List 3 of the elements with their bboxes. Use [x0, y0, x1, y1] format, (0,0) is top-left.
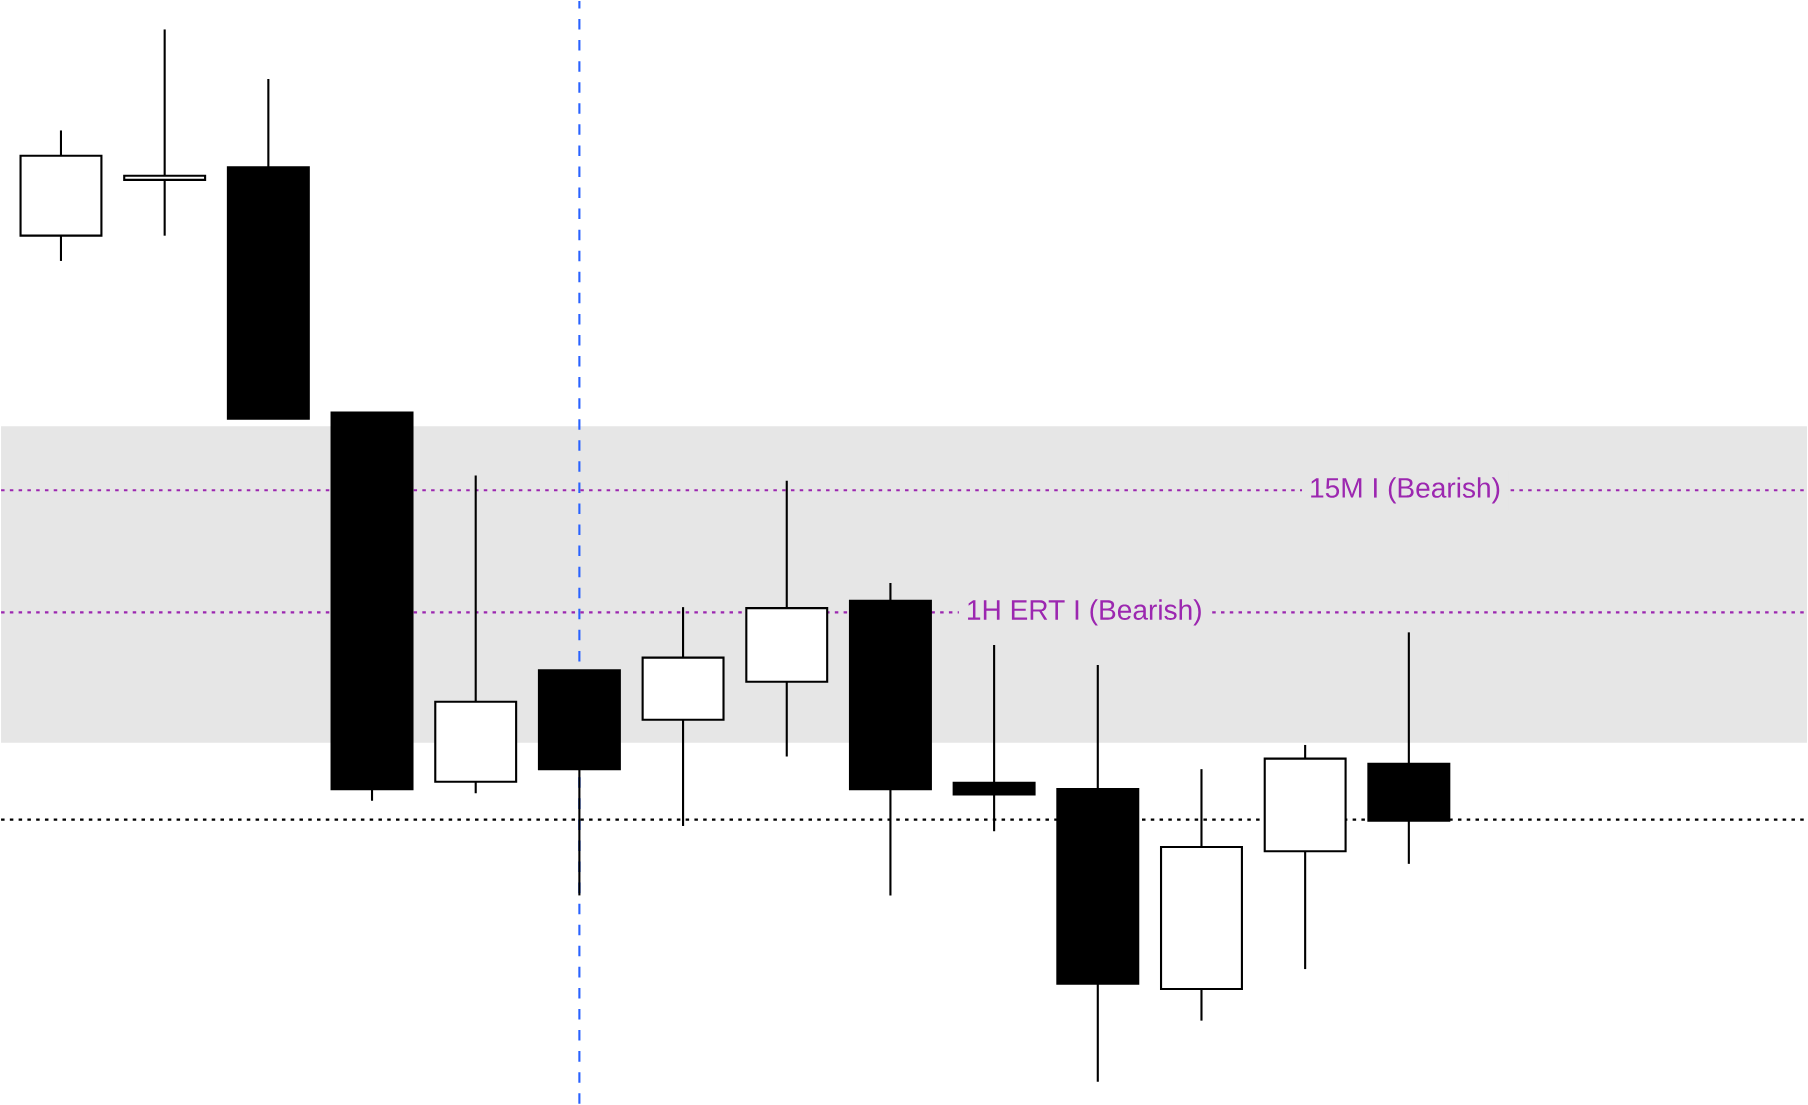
ref-line-label: 1H ERT I (Bearish) [968, 599, 1201, 626]
candlestick [123, 28, 207, 237]
ref-line-label: 15M I (Bearish) [1311, 477, 1500, 504]
